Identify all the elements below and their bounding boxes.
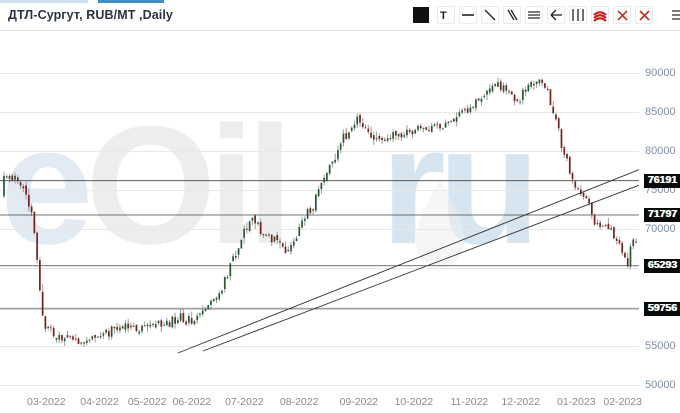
svg-text:T: T (440, 10, 447, 21)
